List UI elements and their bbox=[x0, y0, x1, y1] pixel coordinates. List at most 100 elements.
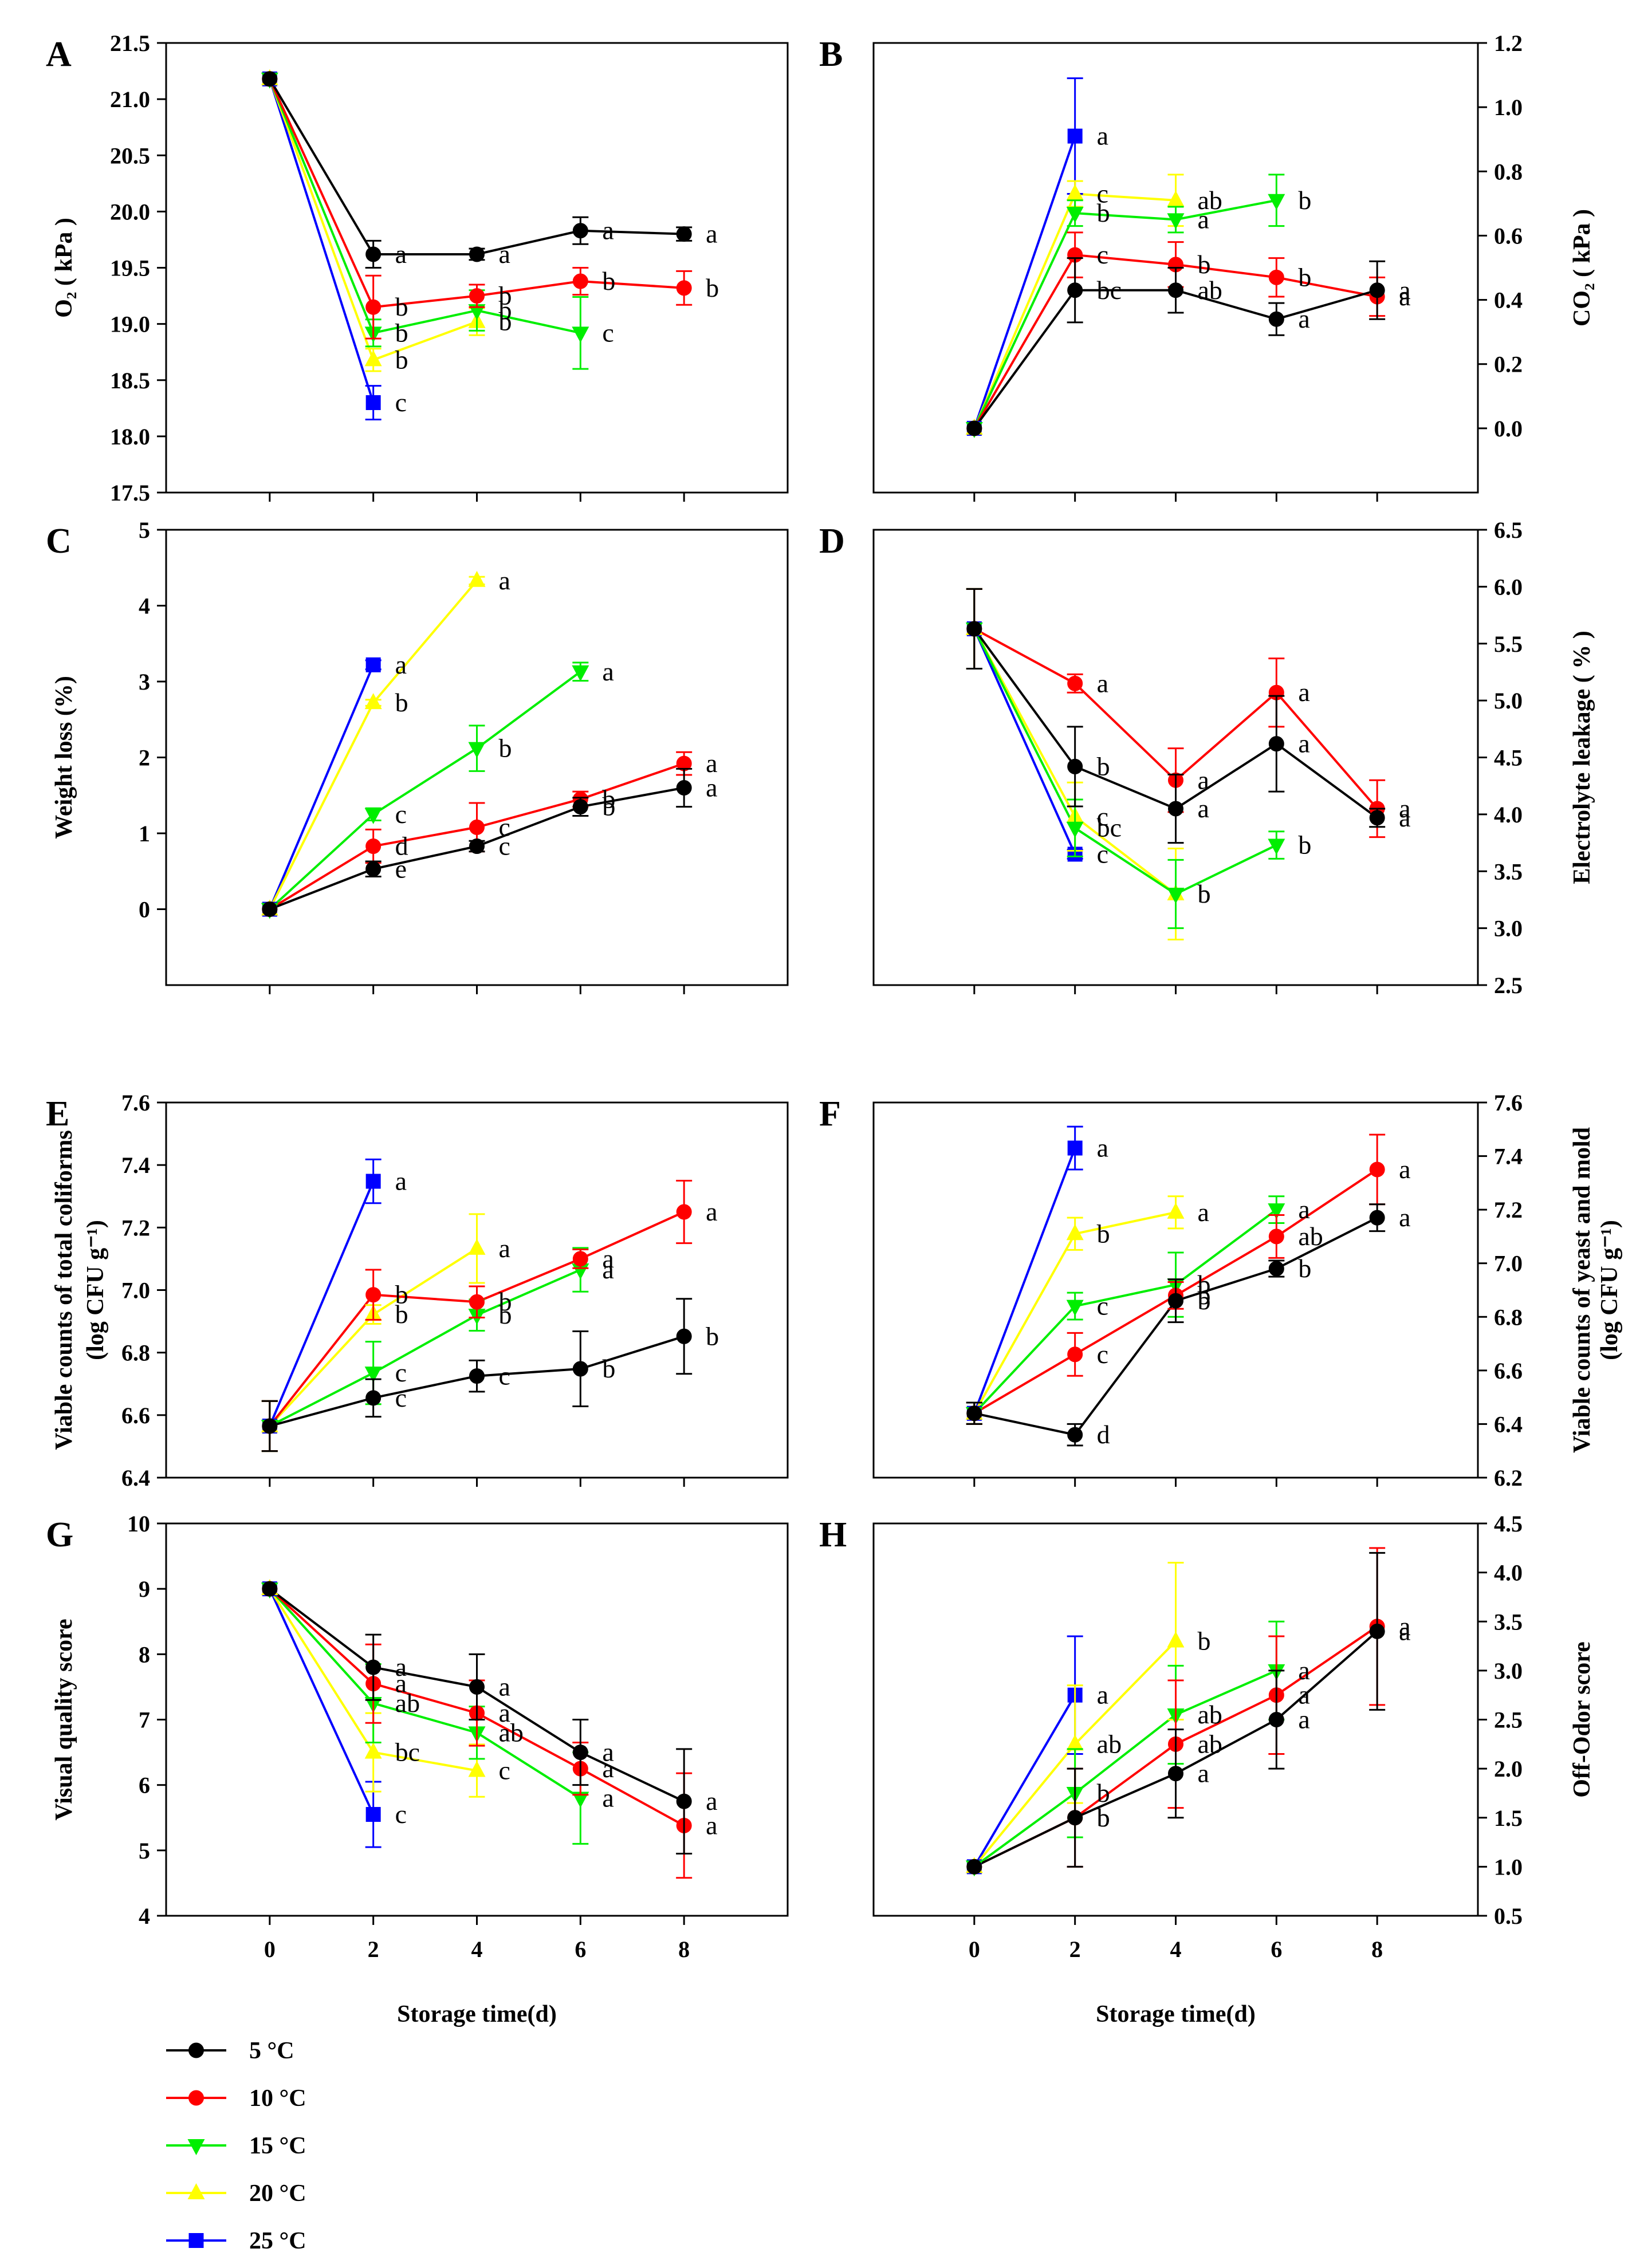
panel-g-sig-letter: a bbox=[499, 1698, 510, 1727]
panel-g-sig-letter: a bbox=[395, 1669, 407, 1698]
panel-f-sig-letter: b bbox=[1198, 1281, 1211, 1310]
panel-d-sig-letter: a bbox=[1198, 794, 1209, 823]
panel-e-y-tick-label: 6.6 bbox=[121, 1403, 150, 1428]
panel-f-sig-letter: d bbox=[1097, 1420, 1110, 1449]
legend-item-20: 20 °C bbox=[166, 2180, 306, 2207]
panel-f-y-tick-label: 7.4 bbox=[1494, 1144, 1523, 1170]
panel-f-sig-letter: a bbox=[1399, 1203, 1410, 1232]
panel-d-sig-letter: a bbox=[1298, 678, 1309, 707]
panel-d-y-tick-label: 4.5 bbox=[1494, 745, 1523, 771]
legend-label: 10 °C bbox=[249, 2085, 306, 2112]
panel-g-x-title: Storage time(d) bbox=[397, 2001, 557, 2027]
panel-d-sig-letter: a bbox=[1399, 794, 1410, 823]
panel-a-sig-letter: b bbox=[499, 296, 512, 325]
panel-f-point-5 bbox=[1268, 1261, 1284, 1277]
panel-b-point-20 bbox=[1066, 184, 1084, 200]
panel-c-sig-letter: a bbox=[706, 773, 717, 802]
panel-b-sig-letter: a bbox=[1097, 121, 1108, 151]
panel-h-point-5 bbox=[1369, 1623, 1385, 1639]
panel-a-sig-letter: b bbox=[395, 345, 408, 374]
panel-d-y-title: Electrolyte leakage ( % ) bbox=[1569, 631, 1595, 884]
panel-g-y-tick-label: 4 bbox=[139, 1903, 150, 1929]
panel-a-point-15 bbox=[468, 304, 486, 321]
panel-g-point-5 bbox=[572, 1745, 588, 1761]
panel-h-x-title: Storage time(d) bbox=[1096, 2001, 1256, 2027]
panel-e-sig-letter: b bbox=[706, 1321, 719, 1350]
panel-d-sig-letter: a bbox=[1198, 765, 1209, 794]
panel-a-point-10 bbox=[676, 280, 692, 296]
panel-e-point-5 bbox=[676, 1328, 692, 1344]
panel-a-point-5 bbox=[572, 223, 588, 239]
panel-f-letter: F bbox=[819, 1094, 841, 1133]
panel-h-point-5 bbox=[1268, 1712, 1284, 1727]
panel-a-point-25 bbox=[365, 395, 381, 410]
panel-g-sig-letter: bc bbox=[395, 1738, 420, 1767]
legend-label: 25 °C bbox=[249, 2228, 306, 2254]
panel-c-point-20 bbox=[468, 570, 486, 587]
panel-d-point-5 bbox=[1067, 758, 1083, 774]
panel-d-y-tick-label: 4.0 bbox=[1494, 802, 1523, 828]
panel-h-point-5 bbox=[1168, 1766, 1183, 1782]
panel-d-sig-letter: b bbox=[1198, 879, 1211, 908]
panel-d-sig-letter: a bbox=[1298, 729, 1309, 758]
panel-e-sig-letter: a bbox=[395, 1167, 407, 1196]
panel-f-sig-letter: b bbox=[1198, 1286, 1211, 1315]
panel-b-y-tick-label: 0.6 bbox=[1494, 223, 1523, 249]
panel-f-sig-letter: b bbox=[1298, 1254, 1311, 1283]
panel-f-point-5 bbox=[1369, 1210, 1385, 1226]
panel-f-y-tick-label: 7.2 bbox=[1494, 1197, 1523, 1223]
panel-c-sig-letter: c bbox=[395, 800, 407, 829]
panel-b-point-5 bbox=[1067, 282, 1083, 298]
panel-g-point-20 bbox=[364, 1742, 382, 1759]
panel-b-sig-letter: ab bbox=[1198, 186, 1222, 215]
panel-h-x-tick-label: 0 bbox=[969, 1936, 980, 1962]
panel-e-point-5 bbox=[572, 1361, 588, 1377]
panel-h-y-tick-label: 3.5 bbox=[1494, 1609, 1523, 1635]
panel-h-y-tick-label: 0.5 bbox=[1494, 1903, 1523, 1929]
panel-b-letter: B bbox=[819, 35, 843, 74]
panel-c-sig-letter: a bbox=[706, 749, 717, 778]
panel-c-y-tick-label: 5 bbox=[139, 517, 150, 543]
panel-f-point-20 bbox=[1167, 1202, 1185, 1219]
panel-h-point-5 bbox=[966, 1858, 982, 1875]
panel-c-point-25 bbox=[365, 657, 381, 672]
panel-d-group: D 2.5 3.0 3.5 4.0 4.5 5.0 5.5 6.0 6.5 Electrolyte … bbox=[819, 517, 1595, 998]
panel-a-sig-letter: b bbox=[499, 307, 512, 336]
panel-c-sig-letter: b bbox=[602, 784, 615, 813]
panel-a-y-tick-label: 21.0 bbox=[110, 86, 150, 112]
panel-e-sig-letter: b bbox=[499, 1300, 512, 1329]
panel-h-sig-letter: a bbox=[1399, 1616, 1410, 1645]
panel-g-sig-letter: a bbox=[499, 1672, 510, 1701]
panel-b-point-15 bbox=[1167, 213, 1185, 230]
legend-marker bbox=[188, 2042, 204, 2058]
panel-a-group: A 17.5 18.0 18.5 19.0 19.5 20.0 20.5 21.0 21.5 O₂ … bbox=[46, 30, 789, 506]
panel-d-series-line-25 bbox=[973, 628, 1076, 855]
panel-c-point-5 bbox=[572, 799, 588, 815]
panel-b-sig-letter: c bbox=[1097, 240, 1108, 269]
panel-h-sig-letter: b bbox=[1097, 1803, 1110, 1832]
panel-f-y-title-unit: (log CFU g⁻¹) bbox=[1596, 1220, 1623, 1360]
panel-a-point-5 bbox=[676, 226, 692, 242]
panel-e-point-5 bbox=[469, 1368, 485, 1384]
panel-e-point-10 bbox=[365, 1287, 382, 1303]
panel-a-sig-letter: b bbox=[395, 318, 408, 347]
panel-a-frame bbox=[165, 42, 789, 494]
panel-b-sig-letter: b bbox=[1298, 262, 1311, 292]
panel-b-point-15 bbox=[1066, 207, 1084, 223]
panel-g-letter: G bbox=[46, 1515, 73, 1554]
panel-e-sig-letter: a bbox=[602, 1255, 613, 1284]
panel-c-letter: C bbox=[46, 522, 72, 561]
panel-e-sig-letter: a bbox=[602, 1244, 613, 1273]
panel-h-sig-letter: a bbox=[1298, 1680, 1309, 1710]
panel-h-series-line-25 bbox=[973, 1694, 1076, 1868]
panel-f-point-20 bbox=[1066, 1224, 1084, 1241]
panel-a-point-10 bbox=[572, 273, 588, 289]
panel-c-series-line-15 bbox=[269, 671, 581, 910]
panel-b-sig-letter: b bbox=[1097, 198, 1110, 227]
panel-d-y-tick-label: 5.0 bbox=[1494, 688, 1523, 714]
panel-f-y-tick-label: 6.6 bbox=[1494, 1358, 1523, 1384]
panel-f-y-tick-label: 6.8 bbox=[1494, 1304, 1523, 1330]
panel-g-point-15 bbox=[572, 1791, 589, 1808]
panel-c-y-tick-label: 3 bbox=[139, 669, 150, 695]
panel-a-series-line-15 bbox=[268, 78, 581, 334]
